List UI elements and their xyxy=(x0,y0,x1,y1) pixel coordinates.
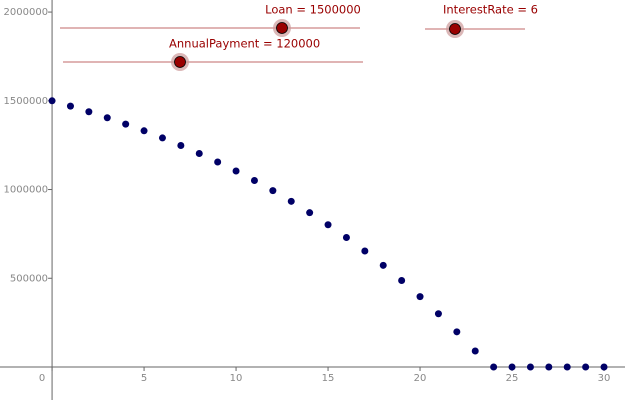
point xyxy=(177,141,185,149)
point xyxy=(250,177,258,185)
slider-label: InterestRate = 6 xyxy=(443,3,538,17)
point xyxy=(526,363,534,371)
point xyxy=(379,261,387,269)
point xyxy=(122,120,130,128)
point xyxy=(85,108,93,116)
slider-label: AnnualPayment = 120000 xyxy=(169,37,320,51)
x-tick-label: 10 xyxy=(230,373,243,384)
y-tick-label: 2000000 xyxy=(4,7,49,18)
point xyxy=(306,209,314,217)
point xyxy=(195,149,203,157)
point xyxy=(545,363,553,371)
x-tick-label: 30 xyxy=(598,373,611,384)
slider-knob[interactable] xyxy=(174,56,186,68)
slider-annual-payment[interactable]: AnnualPayment = 120000 xyxy=(63,37,363,72)
point xyxy=(324,221,332,229)
point xyxy=(269,187,277,195)
point xyxy=(232,167,240,175)
y-tick-label: 1500000 xyxy=(4,96,49,107)
point xyxy=(582,363,590,371)
x-tick-label: 25 xyxy=(506,373,519,384)
slider-knob[interactable] xyxy=(449,23,461,35)
slider-interest-rate[interactable]: InterestRate = 6 xyxy=(425,3,538,39)
point xyxy=(158,134,166,142)
point xyxy=(416,293,424,301)
point xyxy=(287,197,295,205)
point xyxy=(342,233,350,241)
point xyxy=(48,97,56,105)
y-tick-label: 1000000 xyxy=(4,185,49,196)
point xyxy=(361,247,369,255)
point xyxy=(508,363,516,371)
point xyxy=(453,328,461,336)
slider-label: Loan = 1500000 xyxy=(265,3,361,17)
slider-loan[interactable]: Loan = 1500000 xyxy=(60,3,361,38)
point xyxy=(66,102,74,110)
point xyxy=(398,277,406,285)
point xyxy=(434,310,442,318)
x-tick-label: 5 xyxy=(141,373,147,384)
point xyxy=(103,114,111,122)
y-tick-label: 500000 xyxy=(10,273,48,284)
slider-knob[interactable] xyxy=(276,22,288,34)
point xyxy=(563,363,571,371)
point xyxy=(490,363,498,371)
x-tick-label: 0 xyxy=(39,373,45,384)
x-tick-label: 15 xyxy=(322,373,335,384)
point xyxy=(471,347,479,355)
point xyxy=(140,127,148,135)
point xyxy=(214,158,222,166)
point xyxy=(600,363,608,371)
x-tick-label: 20 xyxy=(414,373,427,384)
